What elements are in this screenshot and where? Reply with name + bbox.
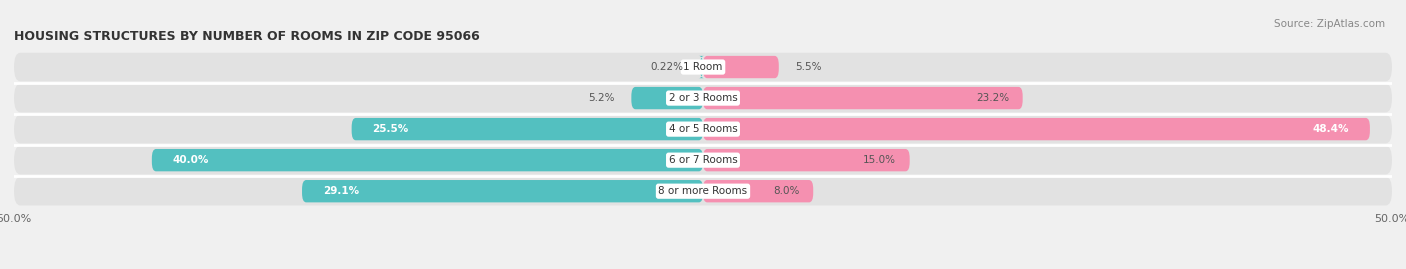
FancyBboxPatch shape	[699, 56, 704, 78]
FancyBboxPatch shape	[352, 118, 703, 140]
FancyBboxPatch shape	[14, 84, 1392, 112]
Text: 23.2%: 23.2%	[976, 93, 1010, 103]
Text: 8.0%: 8.0%	[773, 186, 800, 196]
FancyBboxPatch shape	[703, 56, 779, 78]
FancyBboxPatch shape	[703, 149, 910, 171]
Text: HOUSING STRUCTURES BY NUMBER OF ROOMS IN ZIP CODE 95066: HOUSING STRUCTURES BY NUMBER OF ROOMS IN…	[14, 30, 479, 43]
Text: 6 or 7 Rooms: 6 or 7 Rooms	[669, 155, 737, 165]
FancyBboxPatch shape	[631, 87, 703, 109]
FancyBboxPatch shape	[14, 53, 1392, 81]
Text: 5.2%: 5.2%	[588, 93, 614, 103]
Text: 48.4%: 48.4%	[1313, 124, 1350, 134]
Text: 5.5%: 5.5%	[796, 62, 823, 72]
FancyBboxPatch shape	[14, 115, 1392, 143]
Text: 2 or 3 Rooms: 2 or 3 Rooms	[669, 93, 737, 103]
FancyBboxPatch shape	[703, 118, 1369, 140]
Text: Source: ZipAtlas.com: Source: ZipAtlas.com	[1274, 19, 1385, 29]
Text: 8 or more Rooms: 8 or more Rooms	[658, 186, 748, 196]
Text: 29.1%: 29.1%	[323, 186, 359, 196]
FancyBboxPatch shape	[14, 177, 1392, 206]
FancyBboxPatch shape	[14, 146, 1392, 174]
Text: 40.0%: 40.0%	[173, 155, 209, 165]
Text: 4 or 5 Rooms: 4 or 5 Rooms	[669, 124, 737, 134]
Text: 15.0%: 15.0%	[863, 155, 896, 165]
FancyBboxPatch shape	[152, 149, 703, 171]
Text: 0.22%: 0.22%	[651, 62, 683, 72]
Text: 25.5%: 25.5%	[373, 124, 409, 134]
FancyBboxPatch shape	[703, 87, 1022, 109]
FancyBboxPatch shape	[703, 180, 813, 202]
FancyBboxPatch shape	[302, 180, 703, 202]
Text: 1 Room: 1 Room	[683, 62, 723, 72]
